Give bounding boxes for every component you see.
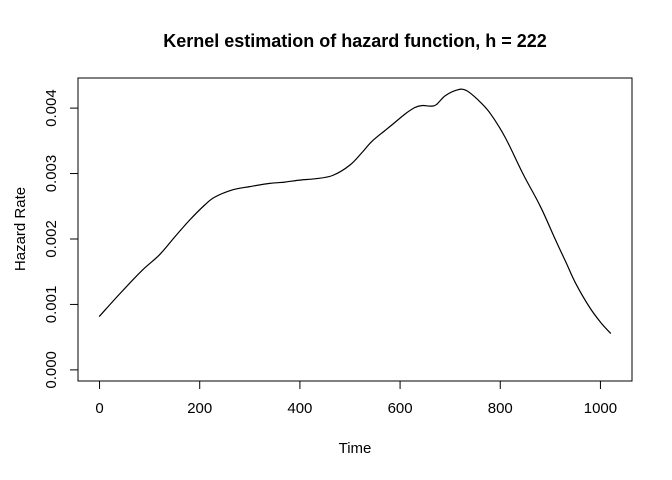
y-tick-label: 0.004	[43, 89, 60, 127]
y-tick-label: 0.000	[43, 351, 60, 389]
x-tick-label: 800	[488, 400, 513, 417]
y-axis-title: Hazard Rate	[12, 187, 29, 271]
chart-title: Kernel estimation of hazard function, h …	[163, 31, 547, 51]
plot-border	[77, 77, 633, 382]
y-tick-label: 0.001	[43, 286, 60, 324]
x-tick-label: 200	[187, 400, 212, 417]
y-tick-label: 0.003	[43, 155, 60, 193]
x-tick-label: 0	[95, 400, 103, 417]
x-tick-label: 400	[287, 400, 312, 417]
x-tick-label: 600	[388, 400, 413, 417]
chart-plot-area: 0 200 400 600 800 1000 0.000 0.001 0.002 0.003 0.0…	[43, 77, 633, 417]
hazard-curve	[98, 88, 612, 334]
y-tick-label: 0.002	[43, 220, 60, 258]
x-tick-label: 1000	[584, 400, 617, 417]
x-axis-title: Time	[339, 440, 372, 457]
